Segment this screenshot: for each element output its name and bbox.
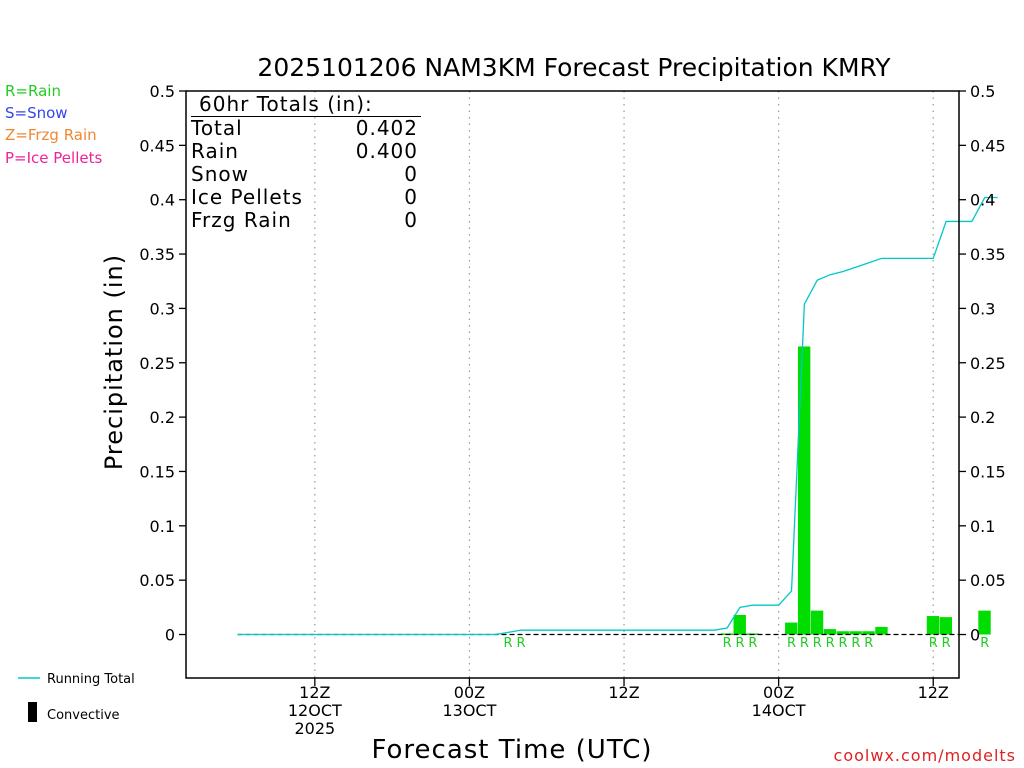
ptype-marker: R — [723, 636, 732, 651]
totals-row-label: Rain — [191, 139, 239, 163]
totals-row-label: Total — [191, 116, 243, 140]
y-tick-label-right: 0.3 — [970, 299, 995, 318]
y-tick-label-left: 0.5 — [150, 82, 175, 101]
y-tick-label-left: 0.15 — [139, 462, 175, 481]
ptype-marker: R — [839, 636, 848, 651]
convective-bars — [720, 346, 991, 635]
y-tick-label-right: 0.4 — [970, 191, 995, 210]
y-tick-label-left: 0.45 — [139, 136, 175, 155]
totals-row-value: 0.402 — [355, 116, 418, 140]
credit-text: coolwx.com/modelts — [834, 746, 1016, 765]
totals-row-label: Ice Pellets — [191, 185, 303, 209]
convective-bar — [785, 622, 798, 635]
y-tick-label-left: 0.35 — [139, 245, 175, 264]
y-tick-label-right: 0.2 — [970, 408, 995, 427]
running-total-polyline — [237, 196, 998, 636]
ptype-legend-ice-pellets: P=Ice Pellets — [5, 149, 103, 167]
y-tick-label-right: 0.25 — [970, 354, 1006, 373]
totals-row: Ice Pellets 0 — [191, 186, 418, 209]
y-axis-right: 0 0.05 0.1 0.15 0.2 0.25 0.3 0.35 0.4 0.45 0.5 — [959, 82, 1006, 645]
x-tick-label: 12Z — [918, 683, 949, 702]
ptype-marker: R — [980, 636, 989, 651]
y-tick-label-left: 0.25 — [139, 354, 175, 373]
convective-bar — [836, 631, 849, 635]
y-tick-label-right: 0.15 — [970, 462, 1006, 481]
ptype-marker: R — [748, 636, 757, 651]
y-tick-label-left: 0.05 — [139, 571, 175, 590]
chart-title: 2025101206 NAM3KM Forecast Precipitation… — [257, 53, 891, 82]
ptype-marker: R — [735, 636, 744, 651]
totals-row-value: 0 — [404, 208, 418, 232]
convective-bar — [978, 610, 991, 635]
x-tick-label: 14OCT — [752, 701, 806, 720]
running-total-legend-label: Running Total — [47, 672, 135, 687]
ptype-marker: R — [929, 636, 938, 651]
y-tick-label-right: 0.35 — [970, 245, 1006, 264]
ptype-marker: R — [800, 636, 809, 651]
convective-bar — [797, 346, 811, 635]
running-total-line — [237, 196, 998, 636]
ptype-marker: R — [787, 636, 796, 651]
totals-rows: Total 0.402 Rain 0.400 Snow 0 Ice Pellets 0 Frzg… — [191, 117, 423, 232]
y-tick-label-right: 0.1 — [970, 517, 995, 536]
y-tick-label-left: 0.3 — [150, 299, 175, 318]
ptype-marker: R — [826, 636, 835, 651]
ptype-marker: R — [504, 636, 513, 651]
y-tick-label-left: 0 — [165, 626, 175, 645]
totals-row: Snow 0 — [191, 163, 418, 186]
y-axis-left: 0 0.05 0.1 0.15 0.2 0.25 0.3 0.35 0.4 0.45 0.5 — [139, 82, 186, 645]
totals-row: Frzg Rain 0 — [191, 209, 418, 232]
totals-row: Rain 0.400 — [191, 140, 418, 163]
totals-row-value: 0 — [404, 162, 418, 186]
chart-grid — [314, 91, 934, 678]
y-axis-label: Precipitation (in) — [100, 254, 128, 470]
x-tick-label: 13OCT — [442, 701, 496, 720]
x-tick-label: 00Z — [763, 683, 794, 702]
convective-bar — [810, 610, 824, 635]
ptype-legend-snow: S=Snow — [5, 104, 68, 122]
ptype-marker: R — [516, 636, 525, 651]
ptype-legend-rain: R=Rain — [5, 82, 61, 100]
convective-bar — [926, 616, 940, 635]
ptype-marker: R — [813, 636, 822, 651]
ptype-marker: R — [851, 636, 860, 651]
x-tick-label: 12OCT — [288, 701, 342, 720]
x-tick-label: 12Z — [299, 683, 330, 702]
totals-panel: 60hr Totals (in): Total 0.402 Rain 0.400 Sno… — [191, 92, 423, 232]
y-tick-label-left: 0.1 — [150, 517, 175, 536]
convective-bar — [733, 614, 746, 635]
totals-row-value: 0.400 — [355, 139, 418, 163]
convective-legend-label: Convective — [47, 708, 120, 723]
x-tick-label: 2025 — [294, 719, 335, 738]
totals-row-label: Snow — [191, 162, 249, 186]
convective-bar — [875, 626, 888, 635]
y-tick-label-left: 0.2 — [150, 408, 175, 427]
x-tick-label: 00Z — [454, 683, 485, 702]
convective-legend-swatch — [28, 702, 37, 722]
convective-bar — [849, 631, 862, 635]
x-tick-label: 12Z — [608, 683, 639, 702]
convective-bar — [823, 629, 837, 635]
totals-row: Total 0.402 — [191, 117, 418, 140]
ptype-legend-frzg-rain: Z=Frzg Rain — [5, 126, 97, 144]
y-tick-label-left: 0.4 — [150, 191, 175, 210]
totals-row-value: 0 — [404, 185, 418, 209]
y-tick-label-right: 0.05 — [970, 571, 1006, 590]
y-tick-label-right: 0.45 — [970, 136, 1006, 155]
convective-bar — [939, 617, 953, 635]
y-tick-label-right: 0 — [970, 626, 980, 645]
totals-row-label: Frzg Rain — [191, 208, 292, 232]
ptype-marker: R — [864, 636, 873, 651]
ptype-marker: R — [942, 636, 951, 651]
plot-frame — [185, 90, 960, 679]
y-tick-label-right: 0.5 — [970, 82, 995, 101]
convective-bar — [862, 631, 875, 635]
totals-header: 60hr Totals (in): — [191, 92, 421, 117]
x-axis-label: Forecast Time (UTC) — [371, 735, 652, 765]
